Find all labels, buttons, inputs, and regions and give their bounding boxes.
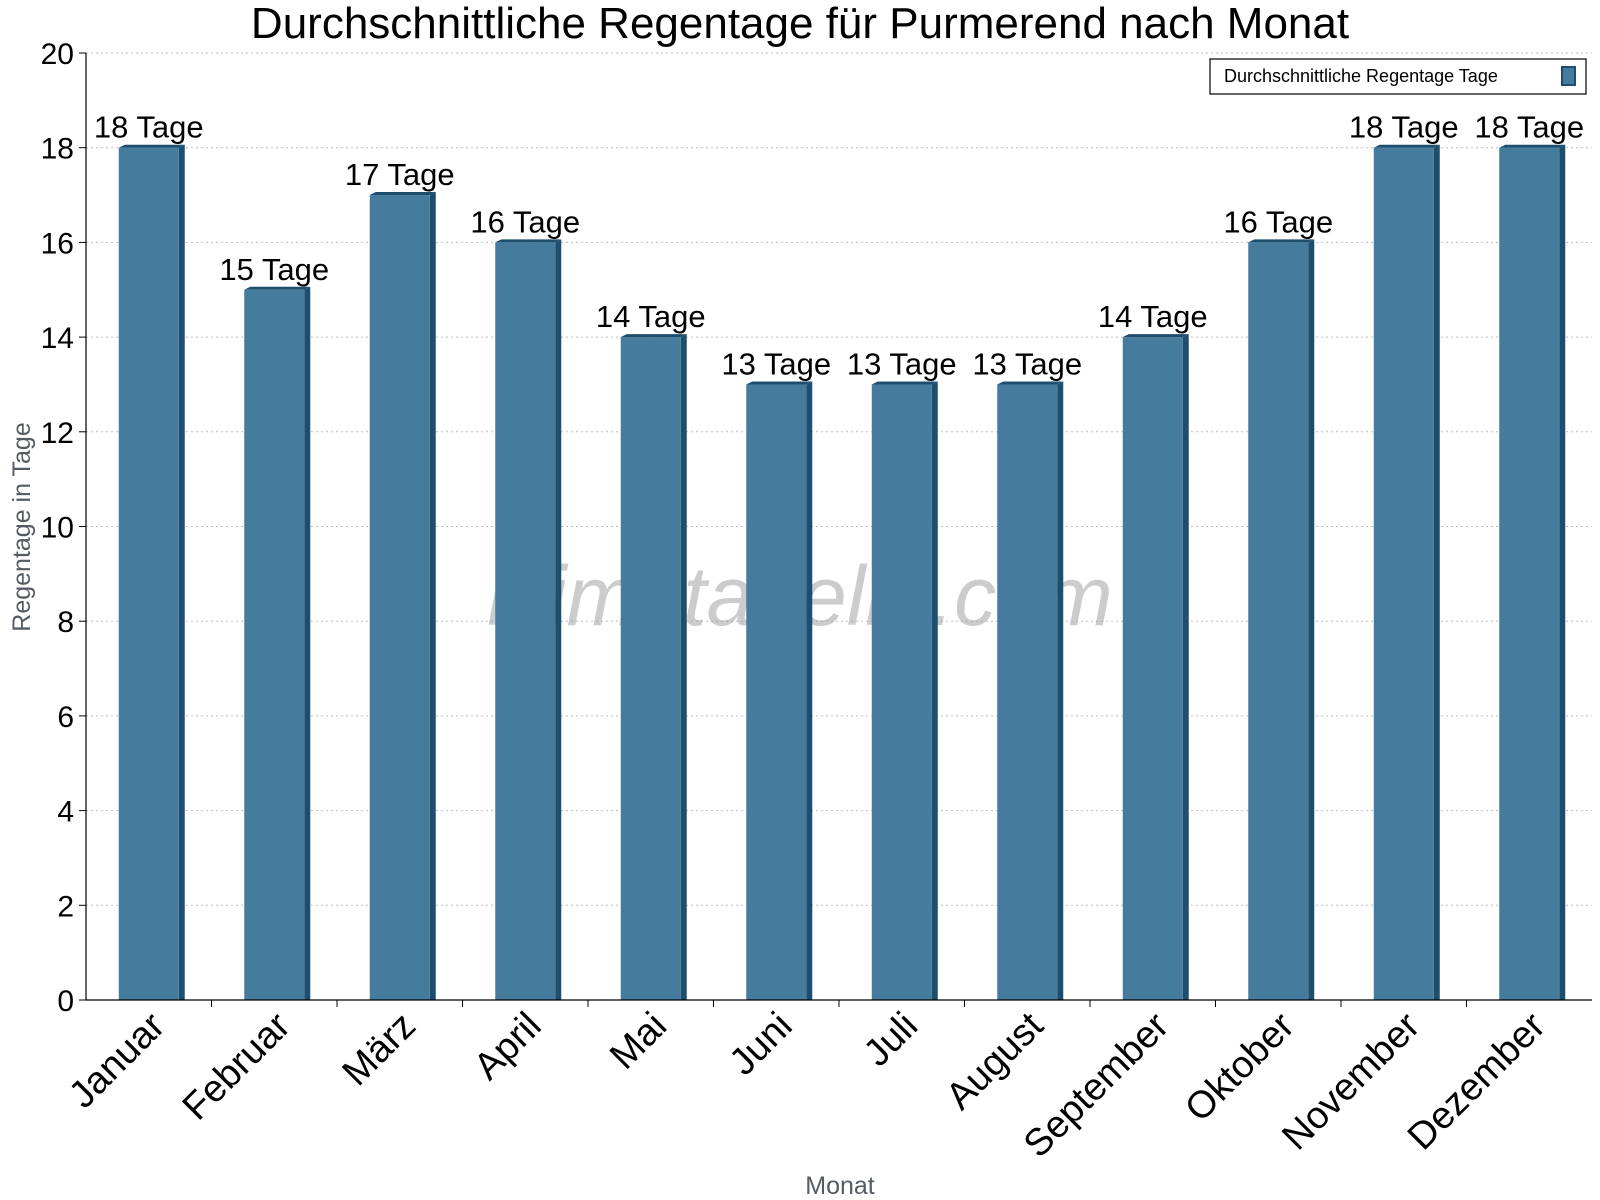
bar-side [931, 381, 938, 1000]
y-axis-ticks: 0 2 4 6 8 10 12 14 16 18 20 [41, 38, 86, 1018]
x-tick-label: April [466, 1005, 549, 1088]
y-tick-label: 10 [41, 512, 74, 545]
bar-top [746, 381, 813, 385]
bar [1373, 147, 1434, 1000]
chart-title: Durchschnittliche Regentage für Purmeren… [251, 0, 1349, 48]
bar-side [1559, 144, 1566, 1000]
y-tick-label: 16 [41, 227, 74, 260]
data-label: 13 Tage [847, 346, 957, 381]
x-tick-label: Mai [602, 1005, 675, 1078]
bar-side [555, 239, 562, 1000]
data-label: 16 Tage [470, 204, 580, 239]
y-tick-label: 0 [57, 985, 74, 1018]
bar [369, 195, 430, 1001]
bar-side [1308, 239, 1315, 1000]
data-label: 15 Tage [219, 252, 329, 287]
x-tick-label: Februar [175, 1004, 299, 1128]
bar-top [1373, 144, 1440, 148]
bar-top [1248, 239, 1315, 243]
x-axis-title: Monat [805, 1172, 875, 1200]
bar [1122, 337, 1183, 1001]
bars [118, 144, 1566, 1001]
bar [746, 384, 807, 1000]
data-label: 14 Tage [1098, 299, 1208, 334]
y-tick-label: 18 [41, 133, 74, 166]
y-tick-label: 2 [57, 890, 74, 923]
bar-side [1182, 334, 1189, 1001]
bar-side [1057, 381, 1064, 1000]
bar-side [806, 381, 813, 1000]
x-tick-label: Juli [856, 1005, 926, 1075]
y-tick-label: 14 [41, 322, 74, 355]
data-label: 17 Tage [345, 157, 455, 192]
legend-label: Durchschnittliche Regentage Tage [1224, 66, 1498, 86]
bar-top [1499, 144, 1566, 148]
bar-side [680, 334, 687, 1001]
y-axis-title: Regentage in Tage [8, 422, 36, 631]
bar-top [495, 239, 562, 243]
bar [244, 289, 305, 1000]
bar-side [429, 192, 436, 1001]
data-labels: 18 Tage 15 Tage 17 Tage 16 Tage 14 Tage 13 Ta… [94, 110, 1584, 382]
bar-side [178, 144, 185, 1000]
grid [86, 52, 1592, 906]
data-label: 18 Tage [1474, 110, 1584, 145]
x-tick-label: Oktober [1177, 1004, 1303, 1130]
data-label: 16 Tage [1223, 204, 1333, 239]
x-axis-ticks: Januar Februar März April Mai Juni Juli AugustS… [61, 1000, 1554, 1166]
x-tick-label: Dezember [1400, 1004, 1554, 1158]
y-tick-label: 8 [57, 606, 74, 639]
legend: Durchschnittliche Regentage Tage [1209, 58, 1587, 95]
data-label: 18 Tage [94, 110, 204, 145]
x-tick-label: Juni [722, 1005, 801, 1084]
bar-top [1122, 334, 1189, 338]
bar [1248, 242, 1309, 1000]
bar-top [369, 192, 436, 196]
data-label: 13 Tage [721, 346, 831, 381]
x-tick-label: Januar [61, 1004, 173, 1116]
data-label: 13 Tage [972, 346, 1082, 381]
x-tick-label: März [335, 1005, 424, 1094]
y-tick-label: 4 [57, 796, 74, 829]
bar-side [1433, 144, 1440, 1000]
bar [118, 147, 179, 1000]
bar-top [118, 144, 185, 148]
bar [871, 384, 932, 1000]
bar [1499, 147, 1560, 1000]
bar [997, 384, 1058, 1000]
bar [620, 337, 681, 1001]
bar-side [304, 286, 311, 1000]
data-label: 14 Tage [596, 299, 706, 334]
x-tick-label: August [938, 1004, 1052, 1118]
data-label: 18 Tage [1349, 110, 1459, 145]
bar-top [871, 381, 938, 385]
y-tick-label: 6 [57, 701, 74, 734]
legend-box [1209, 58, 1587, 95]
y-tick-label: 20 [41, 38, 74, 71]
bar [495, 242, 556, 1000]
bar-top [997, 381, 1064, 385]
y-tick-label: 12 [41, 417, 74, 450]
bar-top [244, 286, 311, 290]
bar-top [620, 334, 687, 338]
legend-swatch [1561, 66, 1576, 86]
